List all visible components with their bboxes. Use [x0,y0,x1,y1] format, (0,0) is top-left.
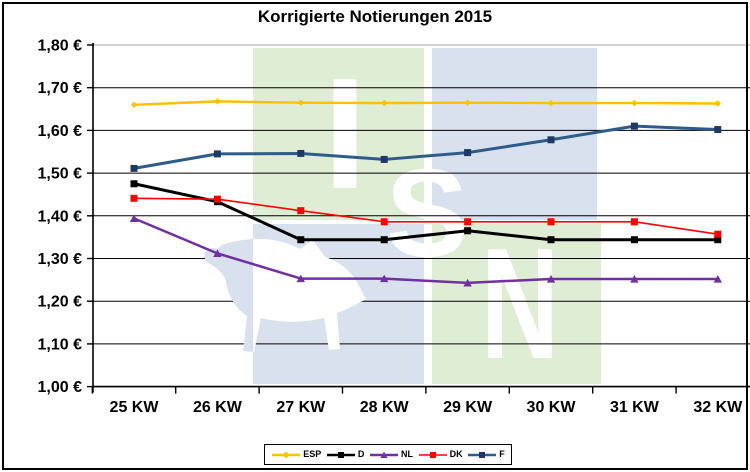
series-marker-F [714,126,722,134]
legend-label-D: D [357,449,365,459]
legend-label-ESP: ESP [303,449,322,459]
legend-swatch-NL [370,451,398,458]
legend-item-F: F [467,450,505,460]
series-marker-NL [713,274,722,283]
series-marker-NL [546,274,556,283]
series-marker-F [630,122,638,130]
series-marker-DK [380,218,388,226]
y-axis-label: 1,10 € [38,336,83,353]
series-marker-D [297,236,305,244]
series-marker-ESP [297,99,304,106]
legend-swatch-ESP [272,451,301,458]
legend-marker-NL [380,451,388,458]
legend-item-NL: NL [369,450,413,460]
x-axis-label: 27 KW [276,399,326,416]
series-marker-D [547,236,555,244]
series-marker-D [130,180,138,188]
y-axis-label: 1,60 € [38,123,83,140]
series-marker-D [714,236,722,244]
series-marker-F [464,149,472,157]
y-axis-label: 1,00 € [38,379,83,396]
series-marker-DK [297,207,305,215]
series-marker-F [130,164,138,172]
series-line-D [133,182,718,242]
series-marker-NL [630,274,639,283]
watermark-letter-S: S [386,145,469,283]
series-marker-DK [464,218,472,226]
y-axis-label: 1,30 € [38,251,83,268]
x-axis-label: 32 KW [693,399,743,416]
series-marker-NL [213,249,222,257]
series-marker-DK [130,194,138,202]
x-axis-label: 26 KW [193,399,243,416]
x-axis-label: 31 KW [610,399,660,416]
x-axis-label: 29 KW [443,399,493,416]
series-marker-DK [630,218,638,226]
x-axis-label: 30 KW [527,399,577,416]
legend-marker-D [337,451,344,458]
legend: ESP D NL DK F [264,444,512,465]
series-marker-D [464,227,472,235]
watermark-tile-green-bottom [432,224,601,384]
series-line-F [133,124,718,170]
legend-label-DK: DK [449,449,463,459]
watermark-tile-green-top [253,48,424,220]
x-axis-label: 25 KW [110,399,160,416]
y-axis-label: 1,80 € [38,38,83,55]
watermark-letter-N: N [481,216,559,392]
series-marker-D [630,236,638,244]
series-marker-NL [463,278,472,287]
series-marker-F [547,136,555,144]
watermark-letter-I: I [323,46,367,222]
legend-label-F: F [499,449,505,459]
legend-item-DK: DK [418,450,463,460]
series-marker-DK [714,230,722,238]
chart-title: Korrigierte Notierungen 2015 [257,7,493,26]
legend-marker-F [479,451,486,458]
series-line-ESP [133,100,718,106]
y-axis-label: 1,70 € [38,80,83,97]
series-marker-DK [213,195,221,203]
series-marker-ESP [464,99,471,106]
series-marker-F [380,155,388,163]
series-marker-NL [380,274,389,283]
series-marker-ESP [130,101,138,108]
series-marker-F [297,149,305,157]
series-marker-DK [547,218,555,226]
series-line-DK [133,197,718,235]
series-marker-ESP [631,99,638,107]
legend-swatch-D [326,451,355,458]
series-marker-D [380,236,388,244]
legend-label-NL: NL [401,449,413,459]
legend-item-ESP: ESP [271,450,321,460]
legend-marker-ESP [282,451,290,458]
series-marker-ESP [214,98,221,105]
legend-swatch-F [468,451,497,458]
series-marker-ESP [547,99,555,107]
series-line-NL [133,217,718,285]
watermark-tile-blue-top [432,48,597,220]
legend-swatch-DK [418,451,447,458]
series-marker-ESP [714,100,721,107]
x-axis-label: 28 KW [360,399,410,416]
series-marker-NL [129,214,139,222]
pig-watermark-knockout-icon [253,238,366,352]
series-marker-ESP [381,99,388,107]
legend-item-D: D [326,449,365,460]
series-marker-NL [296,274,305,283]
legend-marker-DK [429,451,436,458]
y-axis-label: 1,40 € [38,208,83,225]
series-marker-F [213,150,221,158]
y-axis-label: 1,20 € [38,294,83,311]
y-axis-label: 1,50 € [38,166,83,183]
